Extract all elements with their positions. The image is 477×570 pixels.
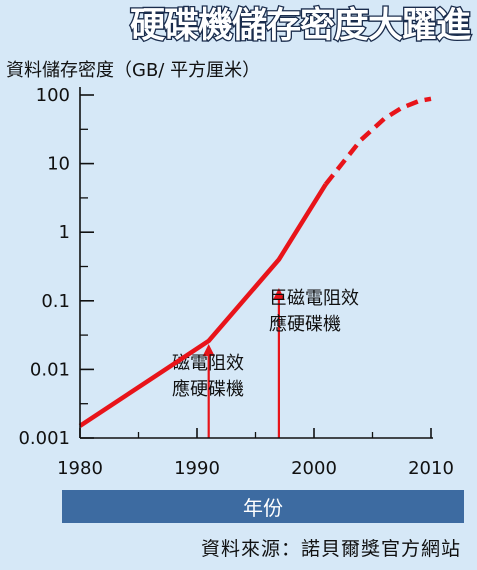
y-tick-label: 10 [47, 154, 70, 175]
annotation-label: 應硬碟機 [172, 378, 244, 400]
y-tick-label: 0.001 [18, 428, 70, 449]
x-tick-label: 2010 [408, 458, 454, 479]
y-tick-label: 0.1 [41, 291, 70, 312]
series-line-actual [78, 183, 328, 428]
y-tick-label: 1 [59, 222, 70, 243]
source-note: 資料來源：諾貝爾獎官方網站 [200, 538, 461, 560]
series-line-projected [323, 96, 432, 186]
annotation-label: 磁電阻效 [172, 353, 244, 374]
chart-title: 硬碟機儲存密度大躍進 [129, 5, 473, 48]
annotation-label: 應硬碟機 [269, 313, 341, 335]
annotation-arrowhead [272, 288, 285, 300]
y-axis-label: 資料儲存密度（GB/ 平方厘米） [6, 60, 261, 81]
x-tick-label: 2000 [291, 458, 337, 479]
series-layer [78, 96, 432, 428]
annotation-arrowhead [202, 344, 215, 356]
y-tick-label: 100 [36, 85, 70, 106]
x-axis-label-bar: 年份 [62, 490, 464, 523]
x-tick-label: 1980 [57, 458, 103, 479]
x-axis-label: 年份 [243, 496, 283, 520]
x-tick-label: 1990 [174, 458, 220, 479]
y-tick-label: 0.01 [30, 359, 70, 380]
axis-layer: 0.001 0.01 0.1 1 10 100 1980 1990 2000 2010 [18, 85, 453, 479]
annotation-label: 巨磁電阻效 [269, 288, 359, 309]
